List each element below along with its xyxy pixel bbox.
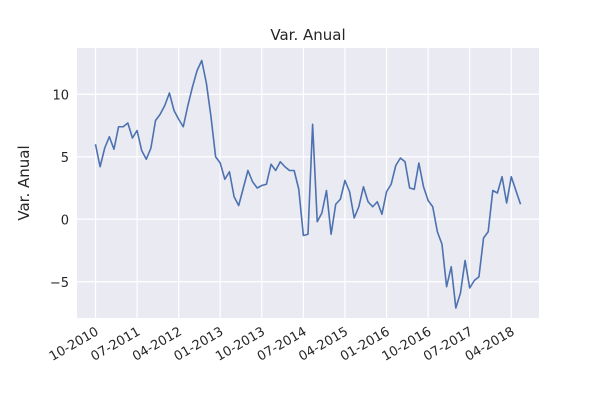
plot-area [77,48,539,318]
line [94,59,522,309]
chart-title: Var. Anual [270,26,345,44]
y-tick-label: 0 [61,213,69,228]
y-axis-label: Var. Anual [15,145,33,220]
y-tick-label: −5 [50,276,69,291]
y-tick-label: 10 [52,88,69,103]
y-tick-label: 5 [61,151,69,166]
